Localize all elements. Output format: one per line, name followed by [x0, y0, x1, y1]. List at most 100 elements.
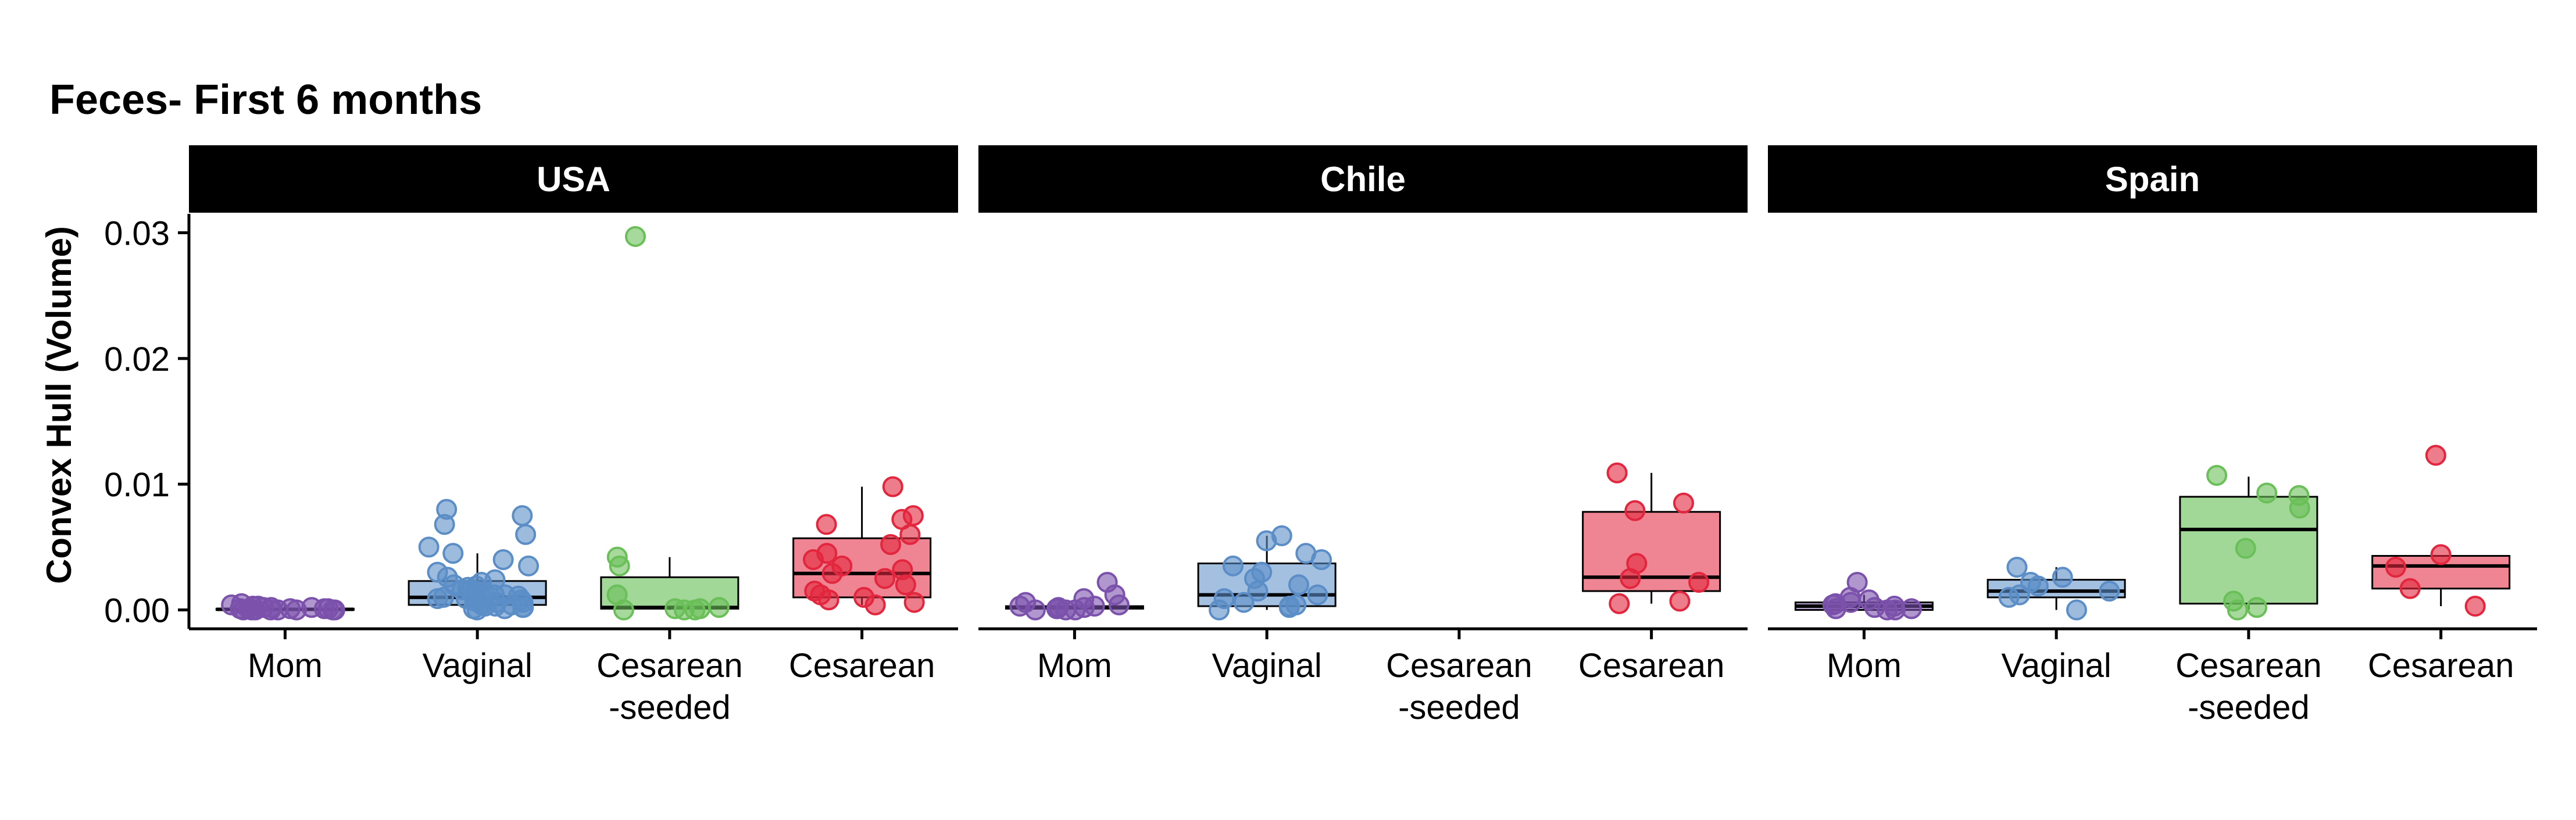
data-point — [816, 543, 838, 564]
data-point — [512, 505, 533, 527]
data-point — [1295, 543, 1317, 564]
data-point — [1877, 599, 1898, 621]
y-tick-label: 0.02 — [104, 341, 170, 378]
x-tick-label: Vaginal — [2002, 647, 2111, 685]
box-group-cesarean-seeded: Cesarean -seeded — [596, 225, 743, 726]
data-point — [708, 597, 730, 618]
data-point — [606, 546, 628, 568]
data-point — [427, 588, 448, 610]
data-point — [2206, 465, 2228, 486]
facet-strip-label: Chile — [1320, 160, 1406, 199]
y-tick-label: 0.00 — [104, 592, 170, 630]
data-point — [804, 581, 826, 602]
data-point — [1606, 462, 1628, 484]
box-group-vaginal: Vaginal — [1197, 525, 1337, 685]
data-point — [2425, 445, 2446, 466]
data-point — [880, 534, 902, 556]
data-point — [689, 598, 711, 620]
data-point — [1055, 599, 1077, 621]
data-point — [2235, 538, 2256, 559]
y-tick-label: 0.01 — [104, 466, 170, 504]
facet-panel-chile: Chile Mom Vaginal Cesarean -seeded Cesarean — [978, 145, 1748, 726]
x-tick-label: -seeded — [609, 689, 731, 726]
data-point — [1271, 525, 1292, 546]
data-point — [253, 597, 274, 618]
y-axis-label: Convex Hull (Volume) — [40, 226, 78, 584]
box-group-mom: Mom — [215, 593, 355, 685]
data-point — [427, 561, 448, 583]
data-point — [471, 594, 492, 615]
data-point — [1825, 598, 1846, 620]
data-point — [1251, 561, 1273, 583]
data-point — [1084, 596, 1105, 617]
x-tick-label: Mom — [1037, 647, 1112, 685]
data-point — [492, 549, 514, 570]
facet-strip-label: Spain — [2105, 160, 2200, 199]
x-tick-label: Mom — [1827, 647, 1902, 685]
data-point — [664, 598, 686, 620]
x-tick-label: Cesarean — [1386, 647, 1532, 685]
data-point — [2020, 571, 2041, 593]
box-group-mom: Mom — [1005, 571, 1144, 685]
box-group-cesarean: Cesarean — [789, 476, 935, 685]
data-point — [1279, 596, 1300, 617]
data-point — [2066, 599, 2087, 621]
data-point — [418, 536, 440, 558]
x-tick-label: Mom — [248, 647, 323, 685]
facet-panel-usa: USA Mom Vaginal Cesarean -seeded Cesarean — [189, 145, 958, 726]
facet-strip — [1768, 145, 2537, 213]
data-point — [2385, 556, 2406, 578]
data-point — [1213, 588, 1235, 610]
data-point — [2399, 578, 2421, 599]
data-point — [2246, 597, 2268, 618]
data-point — [512, 597, 534, 618]
data-point — [466, 575, 487, 597]
box-group-cesarean-seeded: Cesarean -seeded — [1386, 629, 1532, 726]
x-tick-label: Vaginal — [1212, 647, 1322, 685]
x-tick-label: -seeded — [1398, 689, 1520, 726]
y-axis: 0.00 0.01 0.02 0.03 — [104, 214, 191, 630]
data-point — [484, 569, 506, 590]
x-tick-label: Cesarean — [789, 647, 935, 685]
data-point — [2006, 556, 2028, 578]
data-point — [1688, 571, 1710, 593]
data-point — [2223, 590, 2245, 612]
box-group-cesarean-seeded: Cesarean -seeded — [2175, 465, 2322, 726]
data-point — [2099, 581, 2120, 602]
data-point — [2430, 544, 2452, 565]
data-point — [2052, 567, 2073, 588]
data-point — [902, 505, 924, 527]
data-point — [1222, 555, 1244, 576]
data-point — [324, 599, 345, 621]
box-group-mom: Mom — [1794, 571, 1934, 685]
data-point — [1288, 574, 1309, 596]
x-tick-label: Cesarean — [596, 647, 742, 685]
data-point — [1096, 571, 1118, 593]
data-point — [494, 584, 516, 606]
data-point — [515, 524, 537, 545]
data-point — [1307, 584, 1328, 606]
data-point — [892, 559, 913, 581]
data-point — [1609, 593, 1630, 614]
data-point — [1900, 598, 1922, 620]
data-point — [1624, 500, 1646, 521]
y-tick-label: 0.03 — [104, 214, 170, 252]
box-group-cesarean: Cesarean — [2368, 445, 2514, 685]
data-point — [436, 499, 458, 520]
data-point — [286, 599, 308, 621]
data-point — [2288, 485, 2310, 506]
data-point — [1233, 592, 1255, 613]
data-point — [1669, 590, 1691, 612]
data-point — [442, 543, 464, 564]
data-point — [624, 225, 646, 247]
data-point — [816, 514, 837, 535]
chart-title: Feces- First 6 months — [49, 77, 482, 123]
data-point — [2256, 482, 2278, 504]
data-point — [606, 584, 628, 606]
data-point — [518, 555, 540, 576]
data-point — [874, 568, 896, 589]
facet-panel-spain: Spain Mom Vaginal Cesarean -seeded Cesarean — [1768, 145, 2537, 726]
data-point — [2464, 596, 2486, 617]
